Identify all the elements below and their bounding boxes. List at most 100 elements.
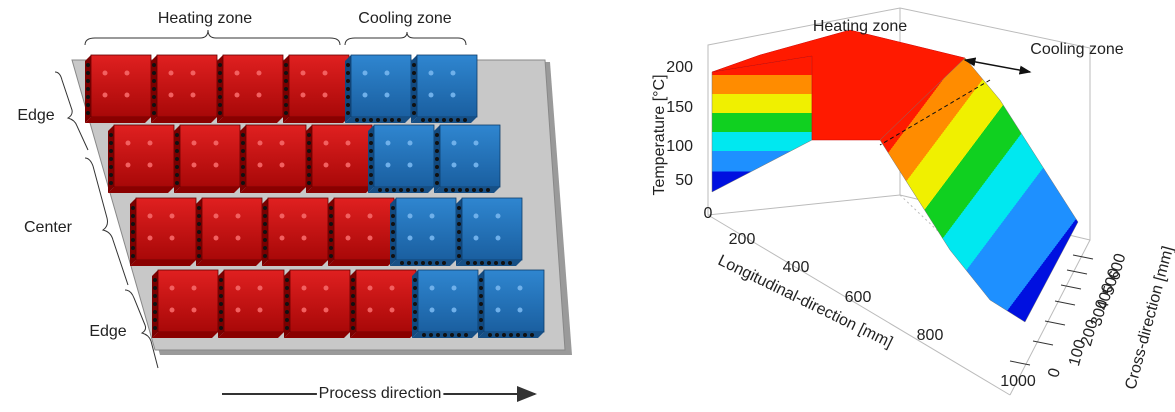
nozzle <box>391 214 395 218</box>
nozzle <box>218 95 222 99</box>
nozzle <box>391 230 395 234</box>
nozzle <box>307 157 311 161</box>
nozzle <box>378 188 382 192</box>
nozzle <box>449 118 453 122</box>
nozzle <box>487 261 491 265</box>
nozzle <box>479 294 483 298</box>
dimple <box>451 93 456 98</box>
dimple <box>430 308 435 313</box>
nozzle <box>346 87 350 91</box>
heating-block <box>152 270 218 338</box>
cooling-block <box>434 125 500 193</box>
nozzle <box>444 188 448 192</box>
nozzle <box>285 310 289 314</box>
nozzle <box>329 206 333 210</box>
nozzle <box>369 118 373 122</box>
dimple <box>324 141 329 146</box>
block-top <box>312 125 372 187</box>
dimple <box>236 214 241 219</box>
nozzle <box>463 118 467 122</box>
dimple <box>148 236 153 241</box>
nozzle <box>175 165 179 169</box>
nozzle <box>285 278 289 282</box>
nozzle <box>346 95 350 99</box>
nozzle <box>263 254 267 258</box>
nozzle <box>219 318 223 322</box>
block-front <box>283 117 349 123</box>
heating-block <box>174 125 240 193</box>
dimple <box>169 71 174 76</box>
nozzle <box>86 71 90 75</box>
nozzle <box>307 133 311 137</box>
heating-block <box>262 198 328 266</box>
cooling-block <box>478 270 544 338</box>
block-front <box>350 332 416 338</box>
dimple <box>430 236 435 241</box>
nozzle <box>219 302 223 306</box>
nozzle <box>486 188 490 192</box>
nozzle <box>284 95 288 99</box>
dimple <box>148 141 153 146</box>
zone-diagram: Heating zone Cooling zone Edge Center Ed… <box>17 10 572 402</box>
nozzle <box>391 254 395 258</box>
dimple <box>324 286 329 291</box>
heating-block <box>196 198 262 266</box>
nozzle <box>109 133 113 137</box>
nozzle <box>414 261 418 265</box>
dimple <box>474 141 479 146</box>
dimple <box>126 163 131 168</box>
x-tick-label: 1000 <box>1000 373 1036 390</box>
nozzle <box>465 188 469 192</box>
nozzle <box>131 230 135 234</box>
dimple <box>148 214 153 219</box>
block-top <box>136 198 196 260</box>
dimple <box>496 214 501 219</box>
nozzle <box>351 278 355 282</box>
nozzle <box>329 246 333 250</box>
dimple <box>280 236 285 241</box>
process-direction-label: Process direction <box>319 385 442 402</box>
nozzle <box>464 333 468 337</box>
dimple <box>385 93 390 98</box>
dimple <box>302 236 307 241</box>
nozzle <box>86 87 90 91</box>
nozzle <box>523 333 527 337</box>
nozzle <box>369 173 373 177</box>
nozzle <box>442 261 446 265</box>
nozzle <box>241 149 245 153</box>
nozzle <box>399 188 403 192</box>
heating-block <box>306 125 372 193</box>
nozzle <box>369 133 373 137</box>
nozzle <box>495 333 499 337</box>
block-front <box>218 332 284 338</box>
nozzle <box>285 286 289 290</box>
nozzle <box>241 141 245 145</box>
nozzle <box>413 318 417 322</box>
nozzle <box>435 118 439 122</box>
nozzle <box>479 278 483 282</box>
nozzle <box>284 87 288 91</box>
dimple <box>324 163 329 168</box>
dimple <box>301 93 306 98</box>
nozzle <box>412 63 416 67</box>
nozzle <box>421 118 425 122</box>
x-tick-label: 400 <box>783 259 810 276</box>
dimple <box>280 141 285 146</box>
block-top <box>418 270 478 332</box>
dimple <box>125 71 130 76</box>
nozzle <box>435 181 439 185</box>
center-label: Center <box>24 219 73 236</box>
block-front <box>284 332 350 338</box>
nozzle <box>131 238 135 242</box>
nozzle <box>413 278 417 282</box>
block-front <box>217 117 283 123</box>
nozzle <box>435 165 439 169</box>
block-front <box>262 260 328 266</box>
z-tick-label: 100 <box>666 138 693 155</box>
block-top <box>91 55 151 117</box>
nozzle <box>109 149 113 153</box>
nozzle <box>346 63 350 67</box>
y-tick <box>1061 285 1081 289</box>
nozzle <box>376 118 380 122</box>
block-top <box>396 198 456 260</box>
